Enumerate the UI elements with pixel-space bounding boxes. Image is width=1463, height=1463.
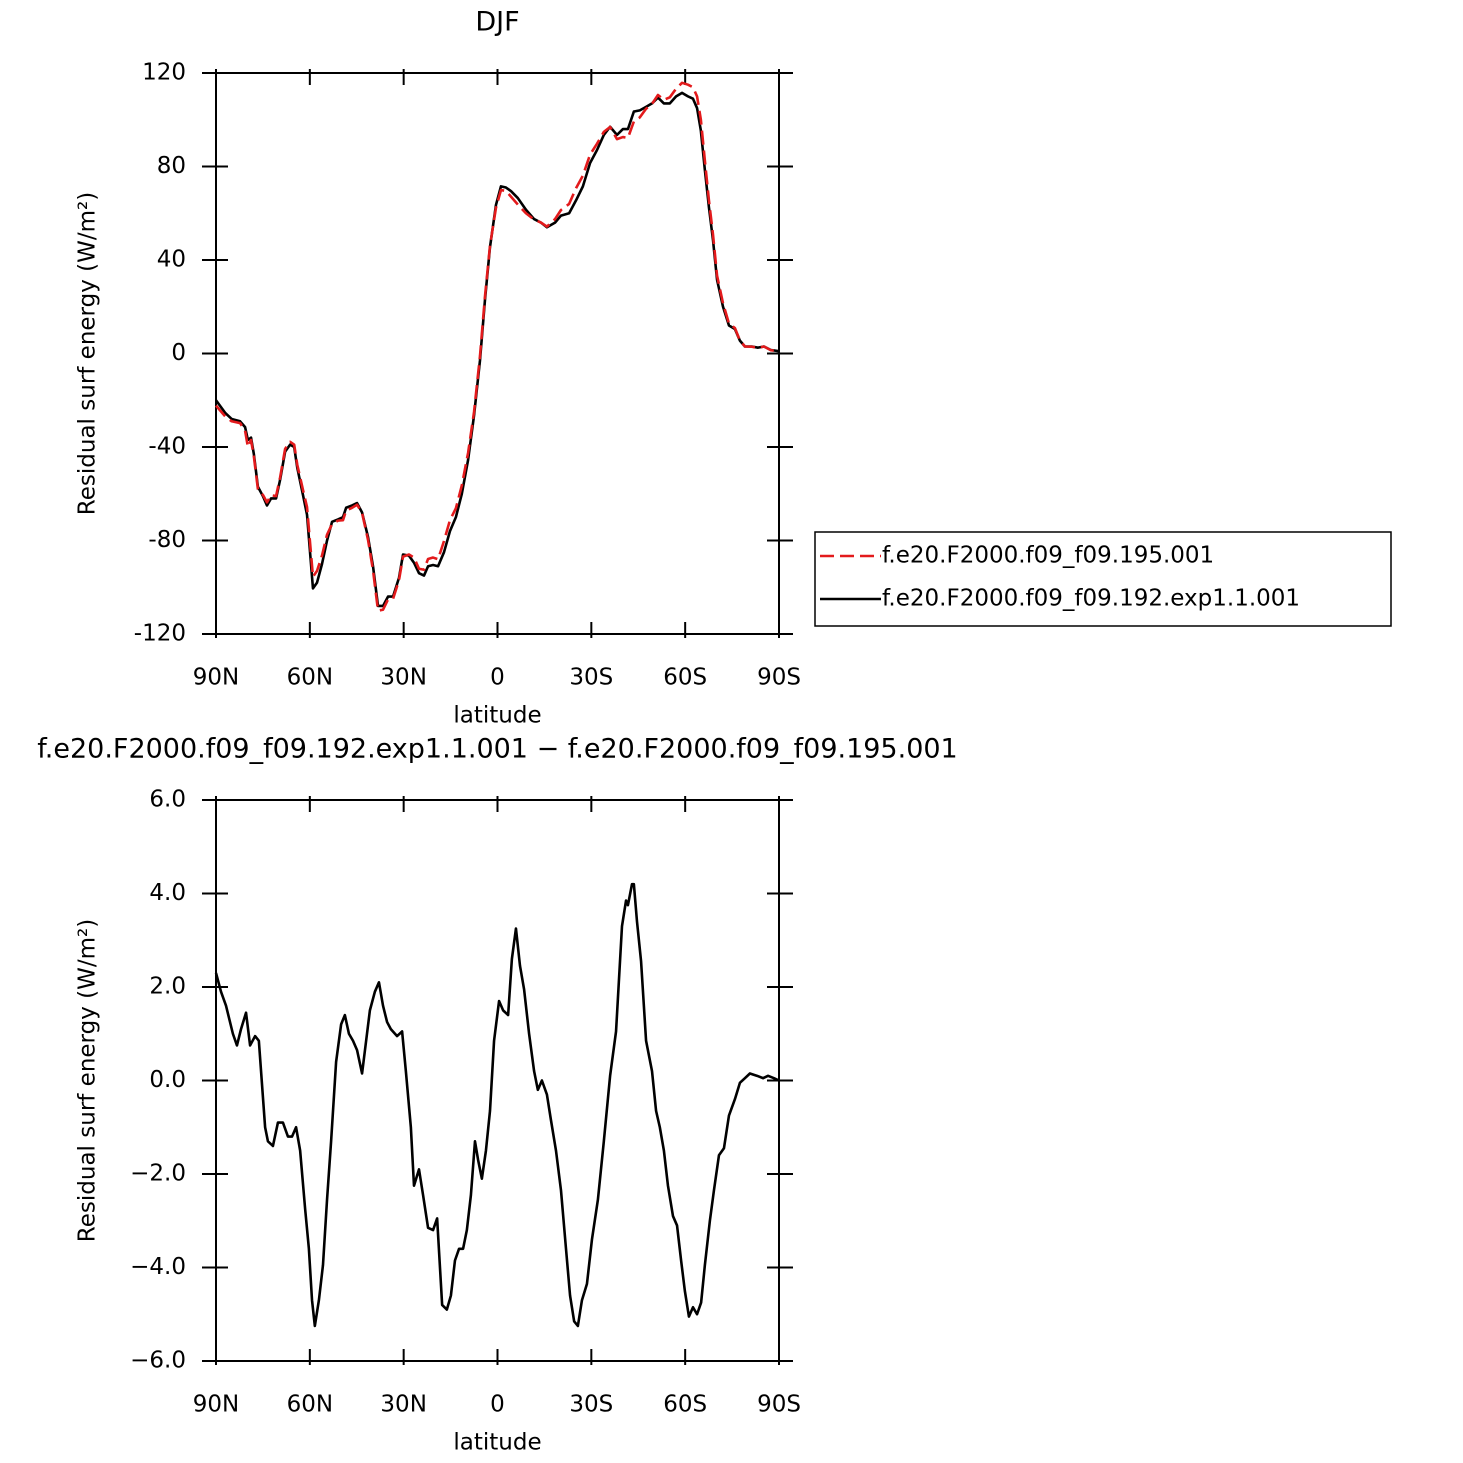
x-tick-label: 60S [663,665,707,691]
x-tick-label: 30S [569,665,613,691]
y-tick-label: -120 [134,621,186,647]
data-line [214,882,780,1328]
x-tick-label: 0 [490,1392,505,1418]
y-tick-label: 2.0 [149,974,186,1000]
legend-label: f.e20.F2000.f09_f09.192.exp1.1.001 [882,586,1300,612]
x-tick-label: 60N [287,1392,333,1418]
y-tick-label: -80 [148,527,186,553]
y-tick-label: 40 [157,247,186,273]
x-tick-label: 0 [490,665,505,691]
y-tick-label: 120 [142,60,186,86]
y-tick-label: −2.0 [130,1161,186,1187]
y-axis-label: Residual surf energy (W/m²) [75,192,101,515]
x-tick-label: 30S [569,1392,613,1418]
y-tick-label: 80 [157,153,186,179]
x-tick-label: 90N [193,665,239,691]
x-axis-label: latitude [453,1430,541,1456]
y-tick-label: -40 [148,434,186,460]
x-tick-label: 30N [380,665,426,691]
plot-frame [215,799,780,1362]
y-tick-label: 0.0 [149,1067,186,1093]
x-tick-label: 30N [380,1392,426,1418]
y-tick-label: −4.0 [130,1254,186,1280]
y-tick-label: −6.0 [130,1348,186,1374]
x-tick-label: 90N [193,1392,239,1418]
x-tick-label: 90S [757,1392,801,1418]
y-tick-label: 0 [171,340,186,366]
data-line [214,91,780,608]
y-axis-label: Residual surf energy (W/m²) [75,919,101,1242]
legend-label: f.e20.F2000.f09_f09.195.001 [882,543,1214,569]
chart-title: f.e20.F2000.f09_f09.192.exp1.1.001 − f.e… [37,734,957,765]
x-axis-label: latitude [453,703,541,729]
x-tick-label: 60N [287,665,333,691]
y-tick-label: 4.0 [149,880,186,906]
x-tick-label: 60S [663,1392,707,1418]
plot-frame [215,72,780,635]
x-tick-label: 90S [757,665,801,691]
y-tick-label: 6.0 [149,787,186,813]
data-line [215,81,780,612]
legend-box [814,531,1392,627]
chart-title: DJF [475,7,519,38]
